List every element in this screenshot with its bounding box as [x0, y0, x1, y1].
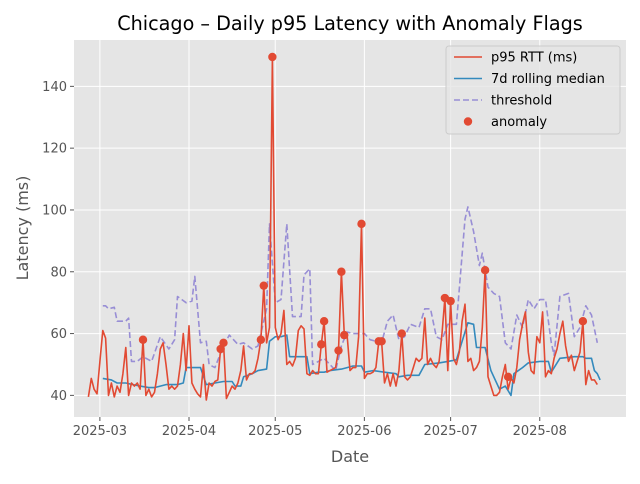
p95-rtt-line: [87, 56, 598, 401]
anomaly-point: [256, 335, 266, 344]
anomaly-point: [503, 372, 513, 382]
y-tick-label: 60: [50, 327, 67, 342]
y-tick-label: 100: [42, 203, 67, 218]
anomaly-point: [138, 335, 148, 344]
anomaly-point: [480, 266, 490, 275]
anomaly-point: [357, 219, 366, 229]
y-tick-label: 140: [42, 80, 67, 95]
anomaly-point: [578, 317, 588, 326]
x-tick-label: 2025-05: [248, 424, 302, 439]
legend-threshold-label: threshold: [491, 94, 552, 109]
anomaly-point: [219, 338, 228, 348]
anomaly-point: [268, 52, 277, 62]
x-tick-label: 2025-04: [162, 424, 216, 439]
anomaly-point: [397, 329, 406, 338]
y-tick-label: 80: [50, 265, 67, 280]
legend: p95 RTT (ms) 7d rolling median threshold an…: [445, 45, 621, 135]
y-tick-label: 40: [50, 389, 67, 404]
anomaly-point: [319, 317, 329, 326]
x-tick-label: 2025-08: [513, 424, 567, 439]
x-tick-label: 2025-07: [423, 424, 477, 439]
legend-p95-label: p95 RTT (ms): [491, 51, 577, 66]
rolling-median-line: [102, 321, 601, 397]
legend-anomaly-swatch: [463, 117, 473, 126]
x-axis: 2025-03 2025-04 2025-05 2025-06 2025-07 2025-…: [73, 417, 567, 439]
y-axis-label: Latency (ms): [13, 176, 32, 281]
anomaly-point: [334, 346, 343, 355]
y-tick-label: 120: [42, 142, 67, 157]
chart-title: Chicago – Daily p95 Latency with Anomaly…: [117, 12, 583, 35]
x-axis-label: Date: [331, 447, 369, 466]
anomaly-point: [337, 267, 346, 276]
legend-median-label: 7d rolling median: [491, 72, 605, 87]
anomaly-point: [259, 281, 268, 290]
anomaly-point: [377, 337, 386, 346]
y-axis: 40 60 80 100 120 140: [42, 80, 74, 404]
anomaly-markers: [138, 52, 588, 382]
legend-box: [445, 45, 621, 135]
anomaly-point: [317, 340, 326, 349]
x-tick-label: 2025-03: [73, 424, 127, 439]
legend-anomaly-label: anomaly: [491, 115, 547, 130]
x-tick-label: 2025-06: [337, 424, 391, 439]
anomaly-point: [340, 330, 349, 340]
anomaly-point: [446, 296, 455, 306]
